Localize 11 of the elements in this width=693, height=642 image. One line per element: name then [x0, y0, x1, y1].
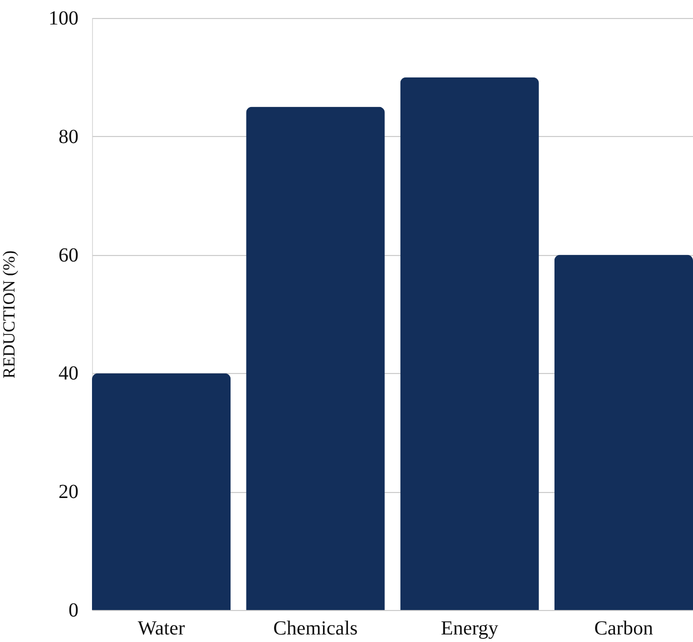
y-tick-label: 100 [48, 8, 78, 30]
y-tick-label: 40 [58, 362, 78, 385]
y-tick-label: 0 [68, 600, 78, 622]
x-tick-label: Water [138, 618, 186, 640]
y-tick-label: 60 [58, 244, 78, 266]
x-tick-label: Chemicals [273, 618, 358, 640]
y-tick-label: 80 [58, 126, 78, 148]
x-tick-label: Carbon [594, 618, 654, 640]
x-tick-label: Energy [440, 618, 498, 640]
y-axis-title: REDUCTION (%) [0, 250, 18, 378]
y-tick-label: 20 [58, 481, 78, 504]
